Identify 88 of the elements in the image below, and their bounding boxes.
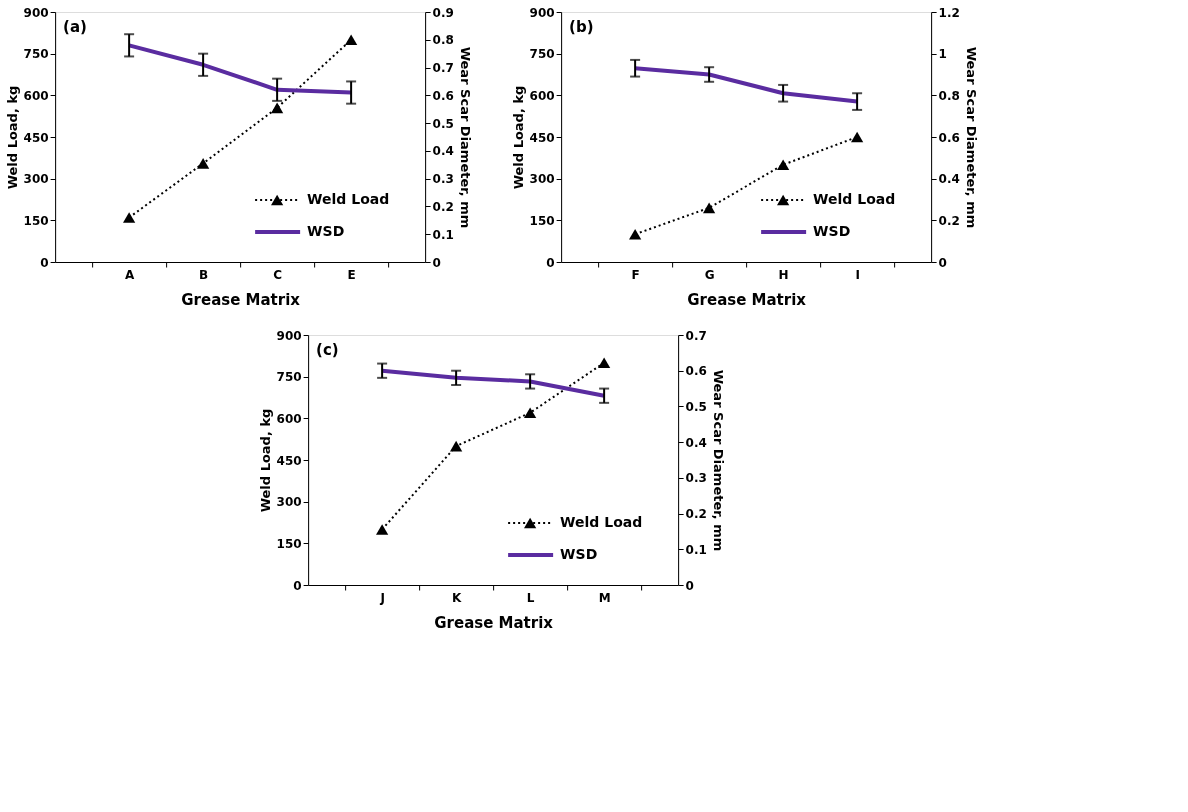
y2-tick-label: 1	[938, 47, 947, 62]
y2-tick-label: 0.1	[685, 542, 707, 557]
x-tick-label: C	[273, 267, 283, 282]
x-axis-title: Grease Matrix	[434, 613, 554, 632]
legend-label: Weld Load	[813, 191, 896, 207]
y-tick-label: 300	[529, 172, 555, 187]
y-tick-label: 0	[546, 255, 555, 270]
y-tick-label: 750	[529, 47, 555, 62]
y-tick-label: 600	[529, 88, 555, 103]
legend-label: WSD	[307, 223, 345, 239]
point	[703, 202, 716, 214]
x-tick-label: F	[631, 267, 640, 282]
y2-tick-label: 0.6	[685, 364, 707, 379]
y-tick-label: 150	[529, 213, 555, 228]
y2-tick-label: 0.3	[432, 172, 454, 187]
y-tick-label: 450	[529, 130, 555, 145]
y2-tick-label: 0.2	[685, 507, 707, 522]
y-tick-label: 300	[276, 495, 302, 510]
y-axis-title: Weld Load, kg	[510, 85, 526, 190]
annotation: (b)	[569, 18, 594, 36]
x-tick-label: L	[526, 590, 535, 605]
y-tick-label: 450	[276, 453, 302, 468]
x-tick-label: I	[855, 267, 860, 282]
y-tick-label: 900	[23, 5, 49, 20]
point	[345, 34, 358, 46]
point	[629, 228, 642, 240]
x-tick-label: B	[199, 267, 209, 282]
point	[851, 131, 864, 143]
legend-label: Weld Load	[560, 514, 643, 530]
annotation: (c)	[316, 341, 339, 359]
y2-tick-label: 0.8	[432, 33, 454, 48]
y2-tick-label: 0.4	[432, 144, 454, 159]
y-tick-label: 450	[23, 130, 49, 145]
y-axis-title: Weld Load, kg	[257, 408, 273, 513]
y-tick-label: 150	[23, 213, 49, 228]
legend-label: WSD	[560, 546, 598, 562]
y2-tick-label: 0.2	[432, 199, 454, 214]
y2-tick-label: 0.4	[685, 435, 707, 450]
y-axis-title: Weld Load, kg	[4, 85, 20, 190]
y2-tick-label: 0.1	[432, 227, 454, 242]
y-tick-label: 300	[23, 172, 49, 187]
y2-tick-label: 0.7	[685, 328, 707, 343]
y2-tick-label: 0.6	[938, 130, 960, 145]
x-tick-label: G	[704, 267, 715, 282]
x-tick-label: E	[347, 267, 356, 282]
y-tick-label: 900	[276, 328, 302, 343]
legend-label: WSD	[813, 223, 851, 239]
y2-tick-label: 0	[432, 255, 441, 270]
y2-axis-title: Wear Scar Diameter, mm	[710, 369, 726, 552]
y2-tick-label: 0.6	[432, 88, 454, 103]
x-tick-label: J	[379, 590, 385, 605]
y2-tick-label: 1.2	[938, 5, 960, 20]
y-tick-label: 600	[276, 411, 302, 426]
x-tick-label: K	[451, 590, 462, 605]
point	[271, 102, 284, 114]
annotation: (a)	[63, 18, 87, 36]
y-tick-label: 900	[529, 5, 555, 20]
point	[197, 158, 210, 169]
point	[376, 524, 389, 535]
y-tick-label: 0	[40, 255, 49, 270]
y-tick-label: 600	[23, 88, 49, 103]
x-tick-label: A	[124, 267, 135, 282]
y-tick-label: 750	[276, 370, 302, 385]
y2-tick-label: 0.5	[685, 399, 707, 414]
y-tick-label: 750	[23, 47, 49, 62]
point	[123, 212, 136, 223]
y2-tick-label: 0.4	[938, 172, 960, 187]
y-tick-label: 150	[276, 536, 302, 551]
legend-label: Weld Load	[307, 191, 390, 207]
x-tick-label: H	[778, 267, 789, 282]
y2-tick-label: 0.5	[432, 116, 454, 131]
x-tick-label: M	[598, 590, 611, 605]
point	[450, 440, 463, 452]
point	[524, 407, 537, 419]
y2-tick-label: 0.3	[685, 471, 707, 486]
y2-axis-title: Wear Scar Diameter, mm	[963, 46, 979, 229]
y2-tick-label: 0.8	[938, 88, 960, 103]
x-axis-title: Grease Matrix	[181, 290, 301, 309]
y2-tick-label: 0	[938, 255, 947, 270]
x-axis-title: Grease Matrix	[687, 290, 807, 309]
point	[598, 357, 611, 369]
y2-tick-label: 0	[685, 578, 694, 593]
point	[777, 159, 790, 171]
y2-tick-label: 0.9	[432, 5, 454, 20]
y-tick-label: 0	[293, 578, 302, 593]
y2-tick-label: 0.7	[432, 61, 454, 76]
y2-tick-label: 0.2	[938, 213, 960, 228]
y2-axis-title: Wear Scar Diameter, mm	[457, 46, 473, 229]
